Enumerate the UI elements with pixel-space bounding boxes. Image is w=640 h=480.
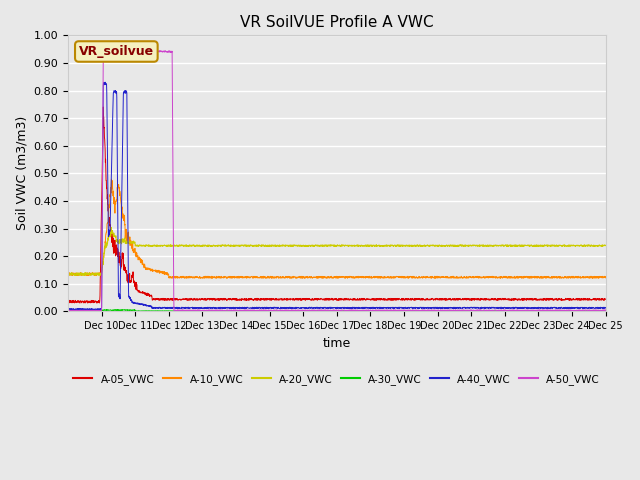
A-40_VWC: [602, 305, 609, 311]
A-40_VWC: [499, 305, 507, 311]
A-30_VWC: [499, 308, 507, 314]
A-20_VWC: [72, 273, 79, 278]
A-30_VWC: [234, 308, 242, 313]
A-50_VWC: [499, 308, 507, 313]
A-30_VWC: [595, 308, 602, 314]
A-05_VWC: [76, 300, 84, 306]
Y-axis label: Soil VWC (m3/m3): Soil VWC (m3/m3): [15, 116, 28, 230]
A-40_VWC: [93, 307, 101, 313]
A-10_VWC: [108, 176, 115, 182]
A-20_VWC: [595, 243, 602, 249]
A-30_VWC: [64, 308, 72, 314]
A-30_VWC: [118, 308, 126, 313]
A-40_VWC: [64, 306, 72, 312]
A-05_VWC: [499, 296, 507, 302]
A-10_VWC: [369, 274, 377, 280]
A-50_VWC: [291, 308, 298, 313]
A-20_VWC: [234, 242, 242, 248]
A-50_VWC: [369, 307, 377, 313]
Line: A-10_VWC: A-10_VWC: [68, 179, 605, 278]
A-30_VWC: [602, 308, 609, 314]
A-40_VWC: [118, 168, 126, 173]
A-30_VWC: [529, 308, 537, 314]
A-05_VWC: [64, 298, 72, 304]
A-40_VWC: [595, 305, 602, 311]
A-50_VWC: [529, 308, 537, 313]
A-10_VWC: [595, 274, 602, 279]
Text: VR_soilvue: VR_soilvue: [79, 45, 154, 58]
A-50_VWC: [595, 308, 602, 313]
A-50_VWC: [118, 48, 125, 54]
A-50_VWC: [234, 308, 242, 313]
A-20_VWC: [118, 236, 126, 241]
A-10_VWC: [499, 275, 507, 280]
A-40_VWC: [102, 79, 109, 85]
A-50_VWC: [161, 48, 169, 54]
A-40_VWC: [234, 306, 242, 312]
Legend: A-05_VWC, A-10_VWC, A-20_VWC, A-30_VWC, A-40_VWC, A-50_VWC: A-05_VWC, A-10_VWC, A-20_VWC, A-30_VWC, …: [69, 370, 604, 389]
A-20_VWC: [64, 272, 72, 278]
A-10_VWC: [64, 271, 72, 277]
Line: A-40_VWC: A-40_VWC: [68, 82, 605, 310]
A-20_VWC: [499, 242, 507, 248]
A-40_VWC: [529, 305, 537, 311]
Line: A-05_VWC: A-05_VWC: [68, 107, 605, 303]
A-50_VWC: [602, 307, 609, 313]
A-05_VWC: [118, 250, 126, 256]
A-05_VWC: [369, 297, 377, 303]
A-05_VWC: [602, 297, 609, 302]
A-10_VWC: [344, 276, 351, 281]
A-20_VWC: [369, 242, 377, 248]
A-50_VWC: [64, 308, 72, 313]
A-20_VWC: [108, 225, 115, 230]
A-05_VWC: [234, 297, 242, 302]
A-20_VWC: [602, 242, 609, 248]
Line: A-20_VWC: A-20_VWC: [68, 228, 605, 276]
A-40_VWC: [369, 304, 377, 310]
Line: A-50_VWC: A-50_VWC: [68, 51, 605, 311]
A-30_VWC: [92, 308, 99, 314]
A-05_VWC: [529, 297, 537, 303]
A-10_VWC: [602, 275, 609, 281]
A-10_VWC: [118, 206, 126, 212]
A-10_VWC: [529, 274, 537, 280]
A-30_VWC: [369, 308, 377, 314]
A-30_VWC: [120, 307, 128, 312]
X-axis label: time: time: [323, 336, 351, 349]
Title: VR SoilVUE Profile A VWC: VR SoilVUE Profile A VWC: [240, 15, 433, 30]
A-05_VWC: [595, 296, 602, 302]
Line: A-30_VWC: A-30_VWC: [68, 310, 605, 311]
A-10_VWC: [234, 275, 242, 281]
A-20_VWC: [529, 243, 537, 249]
A-05_VWC: [99, 104, 107, 110]
